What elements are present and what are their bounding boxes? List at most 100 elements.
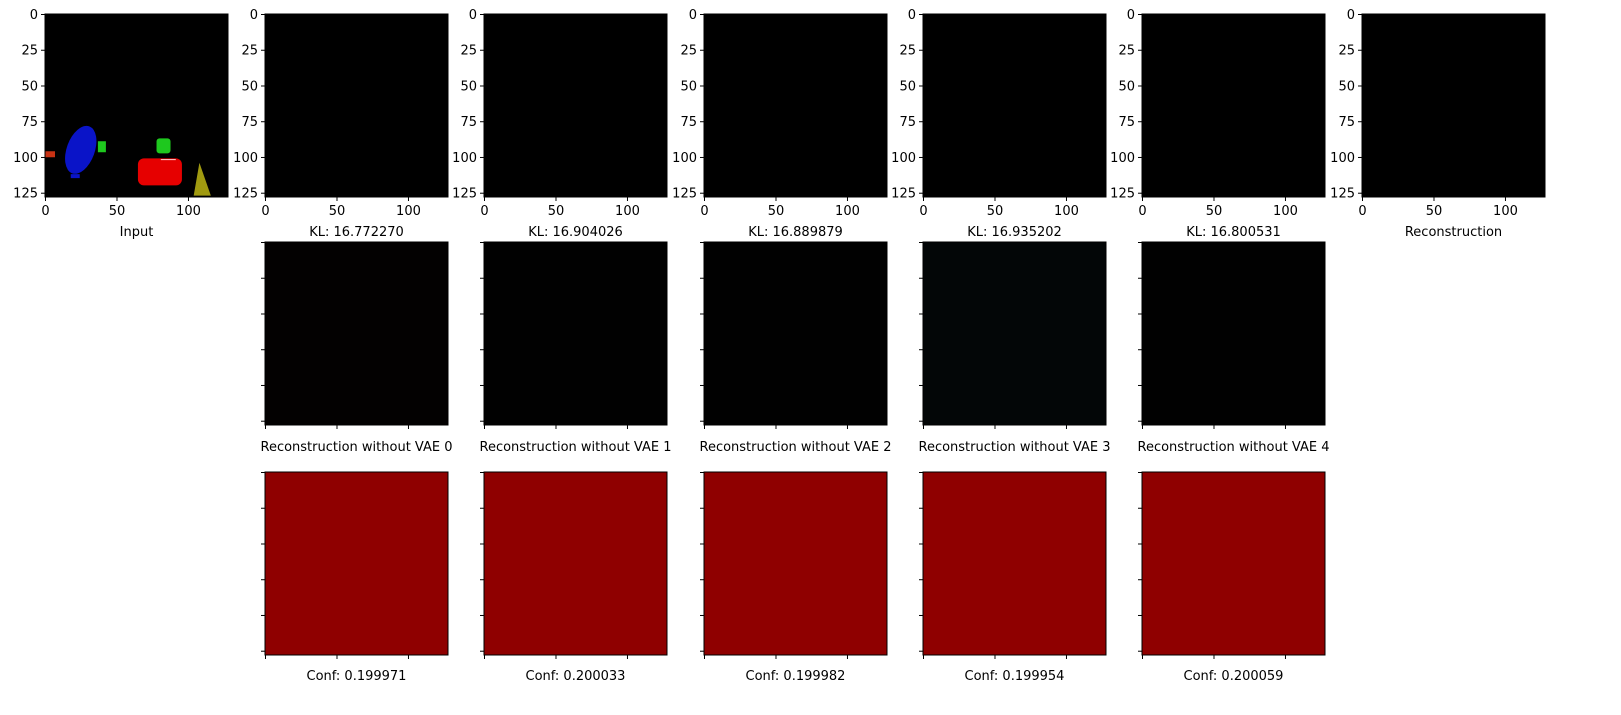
x-tick-label: 0 — [1358, 204, 1366, 219]
axes-frame — [1361, 13, 1546, 198]
panel-caption: Reconstruction — [1405, 225, 1502, 240]
panel-caption: KL: 16.904026 — [528, 225, 623, 240]
axes-frame — [1141, 241, 1326, 426]
y-tick-label: 25 — [1118, 44, 1135, 59]
middle_row-panel-2: Reconstruction without VAE 2 — [700, 241, 892, 455]
x-tick-label: 100 — [1493, 204, 1518, 219]
axes-frame — [922, 471, 1107, 656]
x-tick-label: 100 — [615, 204, 640, 219]
panel-caption: KL: 16.800531 — [1186, 225, 1281, 240]
y-tick-label: 125 — [233, 187, 258, 202]
y-tick-label: 100 — [13, 151, 38, 166]
y-tick-label: 25 — [460, 44, 477, 59]
y-tick-label: 75 — [241, 115, 258, 130]
middle_row-panel-0: Reconstruction without VAE 0 — [261, 241, 453, 455]
y-tick-label: 125 — [1110, 187, 1135, 202]
y-tick-label: 125 — [452, 187, 477, 202]
panel-caption: Conf: 0.199954 — [965, 669, 1065, 684]
x-tick-label: 0 — [41, 204, 49, 219]
input-scene — [45, 125, 211, 196]
image-area — [704, 242, 887, 425]
y-tick-label: 0 — [689, 8, 697, 23]
image-area — [1142, 14, 1325, 197]
y-tick-label: 75 — [680, 115, 697, 130]
panel-caption: Conf: 0.200033 — [526, 669, 626, 684]
image-area — [1142, 242, 1325, 425]
y-tick-label: 75 — [21, 115, 38, 130]
y-tick-label: 125 — [1330, 187, 1355, 202]
middle_row-panel-1: Reconstruction without VAE 1 — [480, 241, 672, 455]
x-tick-label: 50 — [1426, 204, 1443, 219]
y-tick-label: 125 — [672, 187, 697, 202]
axes-frame — [1141, 471, 1326, 656]
y-tick-label: 125 — [13, 187, 38, 202]
panel-caption: Reconstruction without VAE 1 — [480, 440, 672, 455]
top-panel-3: 0 50 100 0 25 50 75 100 125 KL: 16.889879 — [672, 8, 888, 240]
bottom_row-panel-0: Conf: 0.199971 — [261, 471, 449, 684]
y-tick-label: 75 — [1338, 115, 1355, 130]
top-panel-5: 0 50 100 0 25 50 75 100 125 KL: 16.800531 — [1110, 8, 1326, 240]
panel-caption: Reconstruction without VAE 3 — [919, 440, 1111, 455]
x-tick-label: 50 — [768, 204, 785, 219]
x-tick-label: 50 — [548, 204, 565, 219]
middle-row: Reconstruction without VAE 0 Reconstructi… — [261, 241, 1330, 455]
x-tick-label: 100 — [176, 204, 201, 219]
x-tick-label: 100 — [1054, 204, 1079, 219]
y-tick-label: 100 — [452, 151, 477, 166]
y-tick-label: 25 — [899, 44, 916, 59]
y-tick-label: 75 — [460, 115, 477, 130]
y-tick-label: 25 — [241, 44, 258, 59]
panel-caption: Reconstruction without VAE 0 — [261, 440, 453, 455]
small-green-cube — [97, 141, 106, 153]
top-panel-4: 0 50 100 0 25 50 75 100 125 KL: 16.935202 — [891, 8, 1107, 240]
axes-frame — [264, 471, 449, 656]
image-area — [265, 242, 448, 425]
y-tick-label: 100 — [233, 151, 258, 166]
axes-frame — [703, 471, 888, 656]
highlight — [160, 159, 176, 161]
axes-frame — [703, 13, 888, 198]
panel-caption: Reconstruction without VAE 2 — [700, 440, 892, 455]
panel-caption: Conf: 0.199982 — [746, 669, 846, 684]
panel-caption: Input — [120, 225, 154, 240]
y-tick-label: 50 — [241, 79, 258, 94]
y-tick-label: 100 — [891, 151, 916, 166]
x-tick-label: 50 — [109, 204, 126, 219]
y-tick-label: 100 — [672, 151, 697, 166]
x-tick-label: 0 — [1138, 204, 1146, 219]
axes-frame — [922, 13, 1107, 198]
y-tick-label: 25 — [680, 44, 697, 59]
y-tick-label: 75 — [1118, 115, 1135, 130]
middle_row-panel-3: Reconstruction without VAE 3 — [919, 241, 1111, 455]
y-tick-label: 50 — [680, 79, 697, 94]
blue-balloon-knot — [70, 174, 80, 179]
axes-frame — [922, 241, 1107, 426]
x-tick-label: 0 — [261, 204, 269, 219]
axes-frame — [483, 13, 668, 198]
bottom_row-panel-2: Conf: 0.199982 — [700, 471, 888, 684]
top-panel-2: 0 50 100 0 25 50 75 100 125 KL: 16.904026 — [452, 8, 668, 240]
y-tick-label: 125 — [891, 187, 916, 202]
axes-frame — [264, 13, 449, 198]
axes-frame — [703, 241, 888, 426]
axes-frame — [483, 471, 668, 656]
x-tick-label: 50 — [1206, 204, 1223, 219]
y-tick-label: 0 — [1127, 8, 1135, 23]
y-tick-label: 25 — [21, 44, 38, 59]
axes-frame — [483, 241, 668, 426]
y-tick-label: 50 — [1118, 79, 1135, 94]
y-tick-label: 50 — [460, 79, 477, 94]
bottom_row-panel-3: Conf: 0.199954 — [919, 471, 1107, 684]
image-area — [1142, 472, 1325, 655]
y-tick-label: 100 — [1110, 151, 1135, 166]
panel-caption: KL: 16.772270 — [309, 225, 404, 240]
green-cube — [156, 138, 171, 154]
image-area — [265, 472, 448, 655]
x-tick-label: 100 — [1273, 204, 1298, 219]
y-tick-label: 50 — [1338, 79, 1355, 94]
top-panel-1: 0 50 100 0 25 50 75 100 125 KL: 16.772270 — [233, 8, 449, 240]
x-tick-label: 100 — [396, 204, 421, 219]
image-area — [484, 472, 667, 655]
image-area — [704, 14, 887, 197]
